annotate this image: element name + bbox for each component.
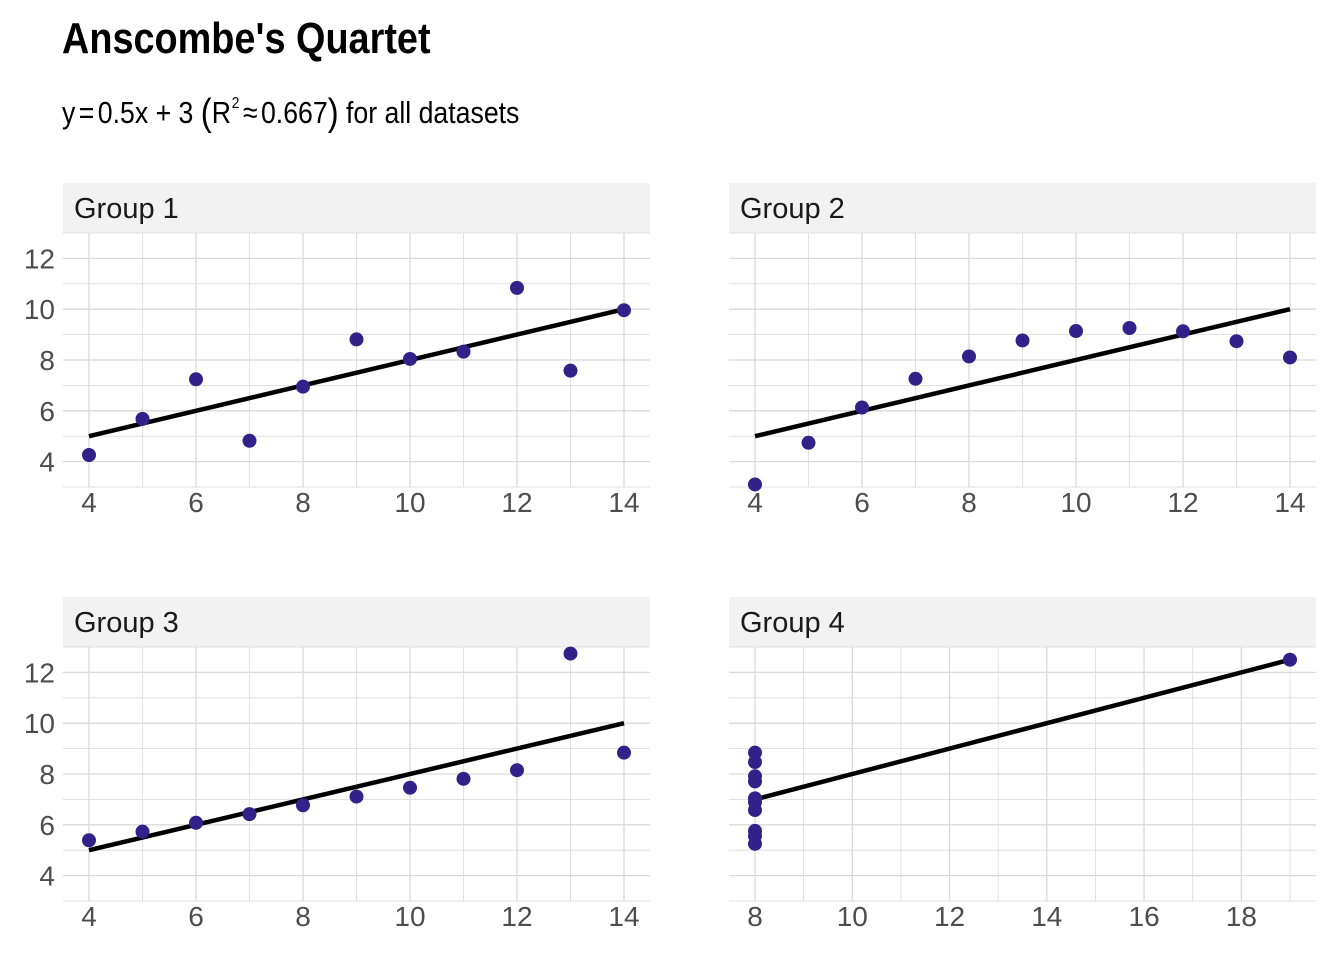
data-point — [403, 780, 417, 795]
data-point — [908, 371, 923, 386]
y-tick-label: 12 — [24, 657, 55, 688]
subtitle-r-value: 0.667 — [260, 95, 328, 130]
data-point — [349, 332, 364, 347]
x-tick-label: 6 — [188, 901, 204, 932]
x-tick-label: 18 — [1226, 901, 1257, 932]
data-point — [135, 824, 150, 839]
subtitle-rhs: 0.5x + 3 — [97, 95, 194, 130]
y-tick-label: 8 — [39, 759, 55, 790]
x-tick-label: 14 — [1274, 487, 1305, 518]
y-tick-label: 10 — [24, 294, 55, 325]
data-point — [855, 400, 869, 415]
x-tick-label: 14 — [1031, 901, 1062, 932]
strip-label: Group 2 — [740, 193, 845, 225]
data-point — [1229, 334, 1244, 349]
data-point — [82, 447, 96, 462]
data-point — [1176, 324, 1190, 339]
y-tick-label: 10 — [24, 708, 55, 739]
x-tick-label: 8 — [295, 901, 311, 932]
chart-subtitle: y = 0.5x + 3 (R2 ≈0.667) for all datasets — [62, 92, 520, 134]
x-tick-label: 8 — [961, 487, 977, 518]
strip-background — [729, 597, 1316, 647]
data-point — [189, 815, 203, 830]
data-point — [801, 435, 816, 450]
subtitle-suffix: for all datasets — [346, 95, 520, 130]
strip-background — [63, 183, 650, 233]
x-tick-label: 12 — [934, 901, 965, 932]
strip-label: Group 3 — [74, 607, 179, 639]
x-tick-label: 10 — [394, 487, 425, 518]
data-point — [1122, 320, 1137, 335]
data-point — [1283, 652, 1297, 667]
data-point — [403, 351, 417, 366]
x-tick-label: 12 — [501, 901, 532, 932]
strip-background — [63, 597, 650, 647]
data-point — [563, 646, 578, 661]
panel-3: Group 3 4 6 8 10 12 14 4 6 8 10 12 — [24, 597, 650, 932]
y-tick-label: 12 — [24, 243, 55, 274]
regression-line — [88, 307, 625, 439]
data-point — [1283, 350, 1297, 365]
y-tick-label: 8 — [39, 345, 55, 376]
data-point — [189, 372, 203, 387]
x-tick-label: 10 — [394, 901, 425, 932]
x-tick-label: 8 — [747, 901, 763, 932]
x-tick-label: 10 — [1060, 487, 1091, 518]
panel-1: Group 1 4 6 8 10 12 14 4 6 8 10 12 — [24, 183, 650, 518]
data-point — [296, 798, 310, 813]
x-tick-label: 14 — [608, 487, 639, 518]
data-point — [242, 807, 257, 822]
subtitle-approx: ≈ — [242, 95, 258, 130]
x-tick-label: 10 — [837, 901, 868, 932]
data-point — [1069, 324, 1083, 339]
subtitle-equals: = — [78, 95, 95, 130]
data-point — [748, 795, 762, 810]
data-point — [135, 411, 150, 426]
subtitle-lhs: y — [62, 95, 76, 130]
data-point — [748, 828, 762, 843]
regression-line — [754, 307, 1291, 439]
data-point — [510, 280, 524, 295]
x-tick-label: 8 — [295, 487, 311, 518]
data-point — [617, 745, 631, 760]
x-tick-label: 4 — [747, 487, 763, 518]
data-point — [510, 763, 524, 778]
strip-label: Group 4 — [740, 607, 845, 639]
x-tick-label: 12 — [501, 487, 532, 518]
panel-4: Group 4 8 10 12 14 16 18 — [729, 597, 1316, 932]
regression-line — [754, 657, 1291, 802]
data-point — [242, 433, 257, 448]
data-point — [617, 303, 631, 318]
y-tick-label: 6 — [39, 810, 55, 841]
data-point — [748, 755, 762, 770]
regression-line — [88, 721, 625, 853]
subtitle-r-label: R — [211, 95, 231, 130]
chart-title: Anscombe's Quartet — [62, 14, 431, 63]
x-tick-label: 14 — [608, 901, 639, 932]
y-tick-label: 4 — [39, 861, 55, 892]
panel-2: Group 2 4 6 8 10 12 14 — [729, 183, 1316, 518]
data-point — [456, 344, 471, 359]
y-tick-label: 4 — [39, 447, 55, 478]
x-tick-label: 6 — [854, 487, 870, 518]
strip-label: Group 1 — [74, 193, 179, 225]
data-point — [1015, 333, 1030, 348]
data-point — [349, 789, 364, 804]
data-point — [296, 379, 310, 394]
x-tick-label: 6 — [188, 487, 204, 518]
x-tick-label: 12 — [1167, 487, 1198, 518]
data-point — [563, 363, 578, 378]
x-tick-label: 4 — [81, 901, 97, 932]
subtitle-r-exponent: 2 — [231, 95, 240, 112]
data-point — [748, 769, 762, 784]
x-tick-label: 4 — [81, 487, 97, 518]
data-point — [82, 833, 96, 848]
x-tick-label: 16 — [1129, 901, 1160, 932]
data-point — [456, 771, 471, 786]
y-tick-label: 6 — [39, 396, 55, 427]
data-point — [962, 349, 976, 364]
data-point — [748, 477, 762, 492]
strip-background — [729, 183, 1316, 233]
